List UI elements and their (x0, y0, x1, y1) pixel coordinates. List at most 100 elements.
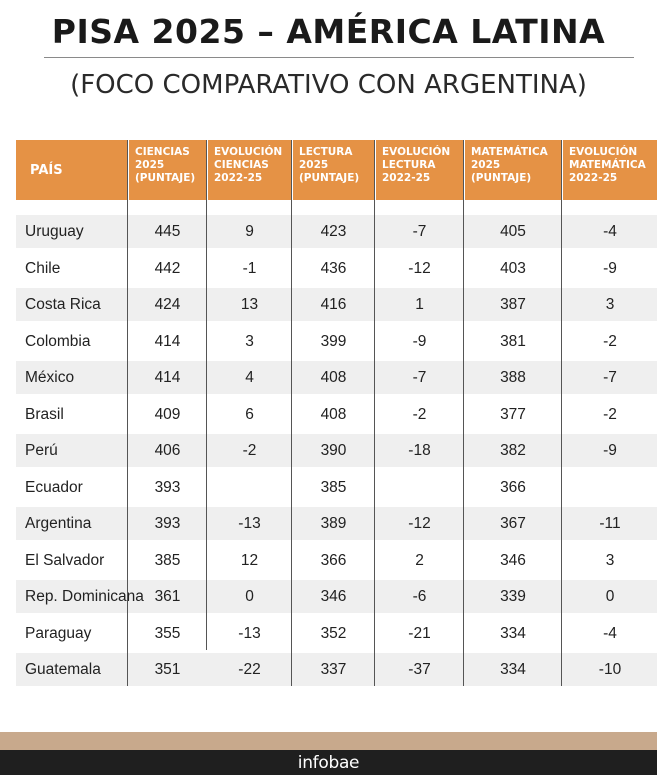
column-divider (374, 140, 375, 686)
cell-matematica: 367 (500, 515, 526, 532)
cell-matematica: 403 (500, 259, 526, 277)
cell-ciencias: 406 (154, 442, 181, 459)
table-row: Paraguay 355 -13 352 -21 334 -4 (16, 617, 657, 650)
cell-lectura: 436 (320, 259, 347, 277)
cell-ciencias: 414 (154, 369, 181, 386)
cell-evol-matematica: -11 (599, 515, 621, 532)
cell-evol-lectura: -12 (408, 515, 431, 532)
table-row: México 414 4 408 -7 388 -7 (16, 361, 657, 394)
country-name: Argentina (25, 515, 92, 532)
country-name: Chile (25, 259, 61, 277)
cell-lectura: 346 (320, 588, 347, 605)
cell-matematica: 334 (500, 661, 526, 678)
column-divider (463, 140, 464, 686)
cell-lectura: 399 (320, 332, 347, 350)
cell-ciencias: 351 (154, 661, 181, 678)
country-name: Paraguay (25, 624, 92, 642)
country-name: Costa Rica (25, 296, 101, 313)
cell-evol-lectura: -6 (412, 588, 427, 605)
cell-ciencias: 361 (154, 588, 181, 605)
cell-lectura: 423 (320, 223, 347, 240)
cell-lectura: 408 (320, 405, 347, 423)
header-evol-ciencias: EVOLUCIÓN CIENCIAS 2022-25 (208, 140, 291, 200)
cell-evol-lectura: 2 (415, 551, 424, 569)
cell-evol-ciencias: 6 (245, 405, 254, 423)
cell-evol-ciencias: 3 (245, 332, 254, 350)
country-name: El Salvador (25, 551, 105, 569)
cell-evol-lectura: -12 (408, 259, 431, 277)
table-row: Colombia 414 3 399 -9 381 -2 (16, 325, 657, 358)
cell-evol-lectura: -2 (412, 405, 427, 423)
cell-lectura: 416 (320, 296, 347, 313)
footer-brand: infobae (0, 750, 657, 775)
cell-evol-matematica: -2 (603, 405, 617, 423)
cell-ciencias: 442 (154, 259, 181, 277)
table-row: Rep. Dominicana 361 0 346 -6 339 0 (16, 580, 657, 613)
header-matematica: MATEMÁTICA 2025 (PUNTAJE) (465, 140, 561, 200)
cell-ciencias: 424 (154, 296, 181, 313)
cell-evol-ciencias: 0 (245, 588, 254, 605)
country-name: Rep. Dominicana (25, 588, 144, 605)
header-pais: PAÍS (16, 140, 127, 200)
country-name: Brasil (25, 405, 64, 423)
cell-lectura: 390 (320, 442, 347, 459)
country-name: Guatemala (25, 661, 101, 678)
cell-evol-ciencias: -2 (242, 442, 257, 459)
cell-evol-ciencias: -13 (238, 515, 261, 532)
table-row: Guatemala 351 -22 337 -37 334 -10 (16, 653, 657, 686)
table-row: Perú 406 -2 390 -18 382 -9 (16, 434, 657, 467)
column-divider (561, 140, 562, 686)
header-lectura: LECTURA 2025 (PUNTAJE) (293, 140, 374, 200)
cell-matematica: 366 (500, 478, 526, 496)
cell-ciencias: 355 (154, 624, 181, 642)
cell-ciencias: 385 (154, 551, 181, 569)
cell-evol-ciencias: 4 (245, 369, 254, 386)
cell-matematica: 339 (500, 588, 526, 605)
cell-ciencias: 393 (154, 515, 181, 532)
cell-evol-lectura (376, 471, 463, 504)
column-divider (127, 140, 128, 686)
title-divider (44, 57, 634, 58)
cell-ciencias: 414 (154, 332, 181, 350)
table-row: Ecuador 393 385 366 (16, 471, 657, 504)
cell-evol-matematica: 3 (605, 551, 615, 569)
cell-matematica: 388 (500, 369, 526, 386)
cell-matematica: 377 (500, 405, 526, 423)
cell-ciencias: 445 (154, 223, 181, 240)
header-ciencias: CIENCIAS 2025 (PUNTAJE) (129, 140, 206, 200)
cell-evol-matematica: -10 (598, 661, 622, 678)
pisa-results-table: PAÍS CIENCIAS 2025 (PUNTAJE) EVOLUCIÓN CIE… (16, 140, 657, 690)
cell-ciencias: 409 (154, 405, 181, 423)
cell-lectura: 352 (320, 624, 347, 642)
country-name: Ecuador (25, 478, 83, 496)
cell-evol-lectura: -18 (408, 442, 431, 459)
table-row: Brasil 409 6 408 -2 377 -2 (16, 398, 657, 431)
cell-evol-lectura: -7 (412, 223, 427, 240)
table-row: Argentina 393 -13 389 -12 367 -11 (16, 507, 657, 540)
cell-evol-matematica: -2 (603, 332, 617, 350)
cell-lectura: 389 (320, 515, 347, 532)
header-evol-matematica: EVOLUCIÓN MATEMÁTICA 2022-25 (563, 140, 657, 200)
page-title: PISA 2025 – AMÉRICA LATINA (51, 12, 606, 51)
table-row: Costa Rica 424 13 416 1 387 3 (16, 288, 657, 321)
country-name: Perú (25, 442, 58, 459)
column-divider (291, 140, 292, 686)
column-divider (206, 140, 207, 650)
cell-evol-matematica: -4 (603, 223, 617, 240)
cell-matematica: 405 (500, 223, 526, 240)
cell-evol-ciencias: -1 (242, 259, 257, 277)
cell-evol-ciencias: 9 (245, 223, 254, 240)
page-subtitle: (FOCO COMPARATIVO CON ARGENTINA) (70, 70, 587, 100)
cell-evol-lectura: -21 (408, 624, 431, 642)
cell-evol-ciencias: -13 (238, 624, 261, 642)
cell-lectura: 366 (320, 551, 347, 569)
cell-matematica: 381 (500, 332, 526, 350)
footer-accent-bar (0, 732, 657, 750)
cell-evol-ciencias: 12 (240, 551, 259, 569)
cell-evol-lectura: 1 (415, 296, 424, 313)
cell-evol-ciencias: 13 (240, 296, 259, 313)
table-row: Chile 442 -1 436 -12 403 -9 (16, 252, 657, 285)
cell-lectura: 408 (320, 369, 347, 386)
cell-lectura: 385 (320, 478, 347, 496)
cell-matematica: 334 (500, 624, 526, 642)
